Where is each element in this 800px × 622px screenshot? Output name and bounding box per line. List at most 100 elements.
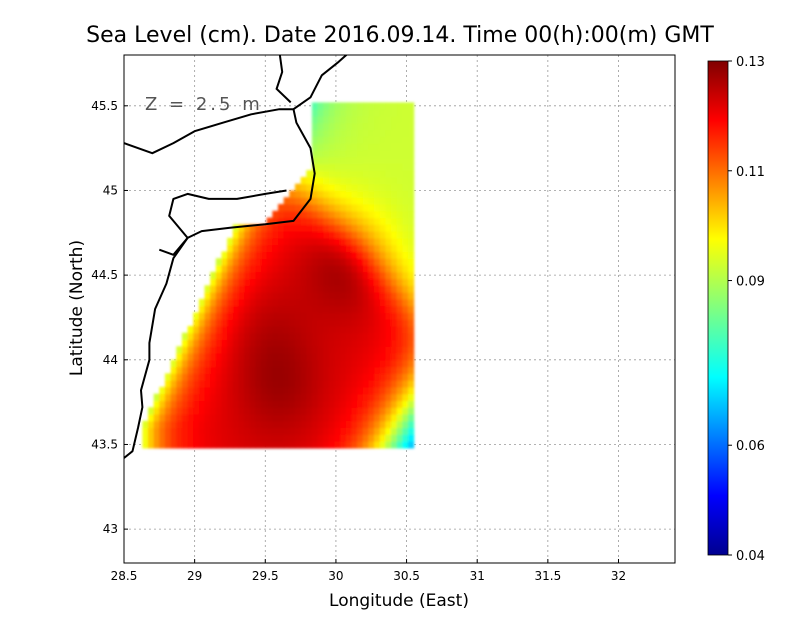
field-cell bbox=[340, 156, 347, 164]
field-cell bbox=[289, 407, 296, 415]
field-cell bbox=[244, 366, 251, 374]
field-cell bbox=[283, 420, 290, 429]
field-cell bbox=[385, 292, 392, 300]
field-cell bbox=[391, 339, 398, 347]
field-cell bbox=[198, 427, 206, 435]
field-cell bbox=[340, 359, 347, 368]
field-cell bbox=[249, 413, 256, 422]
field-cell bbox=[368, 434, 375, 442]
field-cell bbox=[317, 170, 324, 178]
field-cell bbox=[221, 305, 228, 313]
field-cell bbox=[142, 427, 149, 435]
field-cell bbox=[323, 156, 330, 164]
field-cell bbox=[351, 217, 358, 225]
field-cell bbox=[227, 386, 234, 395]
field-cell bbox=[187, 386, 194, 395]
field-cell bbox=[368, 190, 375, 198]
field-cell bbox=[198, 407, 206, 415]
field-cell bbox=[210, 420, 217, 429]
field-cell bbox=[357, 319, 364, 327]
field-cell bbox=[328, 292, 336, 300]
field-cell bbox=[272, 305, 279, 313]
field-cell bbox=[334, 386, 341, 395]
field-cell bbox=[385, 325, 392, 334]
field-cell bbox=[328, 204, 336, 212]
field-cell bbox=[306, 413, 313, 422]
field-cell bbox=[278, 210, 285, 219]
field-cell bbox=[317, 237, 324, 246]
field-cell bbox=[402, 251, 409, 259]
field-cell bbox=[249, 339, 256, 347]
field-cell bbox=[153, 413, 160, 422]
field-cell bbox=[153, 441, 160, 449]
y-tick-label: 45 bbox=[103, 183, 118, 197]
field-cell bbox=[272, 312, 279, 320]
field-cell bbox=[261, 400, 268, 408]
field-cell bbox=[278, 251, 285, 259]
field-cell bbox=[204, 305, 211, 313]
field-cell bbox=[317, 271, 324, 280]
field-cell bbox=[238, 359, 245, 368]
field-cell bbox=[407, 156, 415, 164]
field-cell bbox=[266, 353, 273, 361]
field-cell bbox=[187, 325, 194, 334]
field-cell bbox=[244, 413, 251, 422]
field-cell bbox=[379, 353, 386, 361]
field-cell bbox=[328, 122, 336, 131]
field-cell bbox=[255, 420, 262, 429]
coastline bbox=[124, 55, 348, 459]
field-cell bbox=[272, 285, 279, 293]
field-cell bbox=[289, 400, 296, 408]
field-cell bbox=[204, 400, 211, 408]
field-cell bbox=[283, 427, 290, 435]
field-cell bbox=[340, 285, 347, 293]
field-cell bbox=[221, 278, 228, 286]
field-cell bbox=[323, 332, 330, 341]
field-cell bbox=[340, 102, 347, 110]
field-cell bbox=[261, 285, 268, 293]
field-cell bbox=[317, 312, 324, 320]
field-cell bbox=[396, 339, 403, 347]
field-cell bbox=[300, 305, 307, 313]
field-cell bbox=[164, 441, 172, 449]
field-cell bbox=[351, 264, 358, 273]
field-cell bbox=[402, 244, 409, 253]
field-cell bbox=[187, 420, 194, 429]
field-cell bbox=[249, 366, 256, 374]
field-cell bbox=[402, 285, 409, 293]
field-cell bbox=[368, 427, 375, 435]
field-cell bbox=[244, 305, 251, 313]
field-cell bbox=[323, 197, 330, 205]
field-cell bbox=[300, 339, 307, 347]
field-cell bbox=[391, 332, 398, 341]
field-cell bbox=[198, 298, 206, 307]
field-cell bbox=[345, 197, 353, 205]
field-cell bbox=[402, 163, 409, 171]
field-cell bbox=[323, 102, 330, 110]
field-cell bbox=[328, 339, 336, 347]
field-cell bbox=[249, 400, 256, 408]
field-cell bbox=[340, 190, 347, 198]
field-cell bbox=[385, 298, 392, 307]
field-cell bbox=[311, 109, 319, 117]
field-cell bbox=[328, 136, 336, 144]
field-cell bbox=[357, 332, 364, 341]
field-cell bbox=[176, 380, 183, 388]
field-cell bbox=[204, 393, 211, 402]
field-cell bbox=[351, 298, 358, 307]
field-cell bbox=[396, 183, 403, 192]
field-cell bbox=[385, 413, 392, 422]
field-cell bbox=[227, 339, 234, 347]
field-cell bbox=[328, 251, 336, 259]
field-cell bbox=[357, 325, 364, 334]
field-cell bbox=[407, 190, 415, 198]
field-cell bbox=[215, 366, 223, 374]
field-cell bbox=[402, 156, 409, 164]
field-cell bbox=[368, 122, 375, 131]
field-cell bbox=[187, 400, 194, 408]
field-cell bbox=[232, 366, 240, 374]
field-cell bbox=[294, 325, 302, 334]
field-cell bbox=[261, 427, 268, 435]
field-cell bbox=[255, 312, 262, 320]
field-cell bbox=[266, 264, 273, 273]
